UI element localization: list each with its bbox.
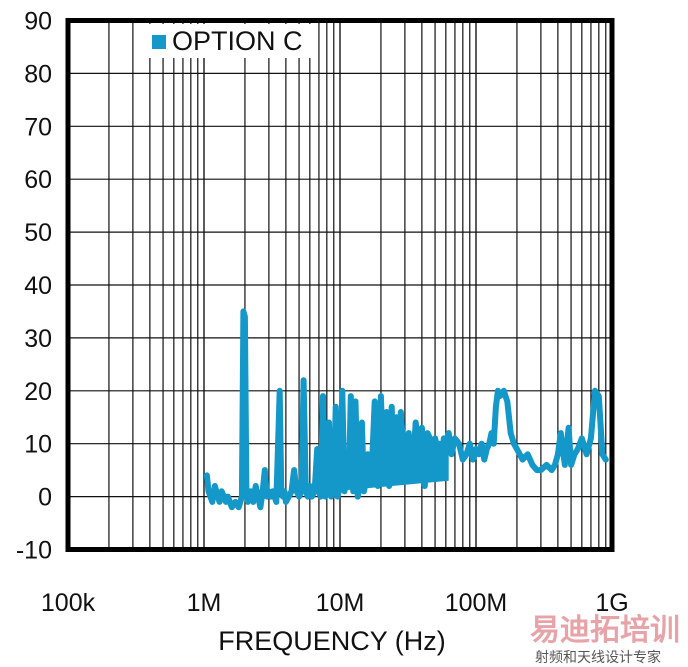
data-series-option-c [203,308,609,511]
y-axis-tick-labels: 90 80 70 60 50 40 30 20 10 0 -10 [16,8,52,565]
x-tick-label: 10M [316,589,365,617]
x-tick-label: 100k [41,589,96,617]
legend-label: OPTION C [172,26,303,56]
legend: OPTION C [152,26,303,56]
legend-swatch [152,35,166,49]
y-tick-label: 50 [24,219,52,247]
x-tick-label: 1G [595,589,628,617]
x-tick-label: 100M [445,589,508,617]
watermark: 易迪拓培训 射频和天线设计专家 [530,613,680,666]
y-tick-label: 60 [24,166,52,194]
y-tick-label: -10 [16,537,52,565]
y-tick-label: 0 [38,484,52,512]
y-tick-label: 70 [24,113,52,141]
plot-frame [65,18,615,552]
x-axis-title: FREQUENCY (Hz) [218,626,446,656]
x-axis-tick-labels: 100k 1M 10M 100M 1G [41,589,629,617]
y-tick-label: 80 [24,60,52,88]
legend-background [148,24,318,58]
y-tick-label: 10 [24,431,52,459]
y-tick-label: 40 [24,272,52,300]
watermark-logo-text: 易迪拓培训 [530,613,680,648]
y-tick-label: 90 [24,8,52,36]
y-tick-label: 30 [24,325,52,353]
y-tick-label: 20 [24,378,52,406]
watermark-subtitle: 射频和天线设计专家 [535,649,661,666]
x-tick-label: 1M [187,589,222,617]
